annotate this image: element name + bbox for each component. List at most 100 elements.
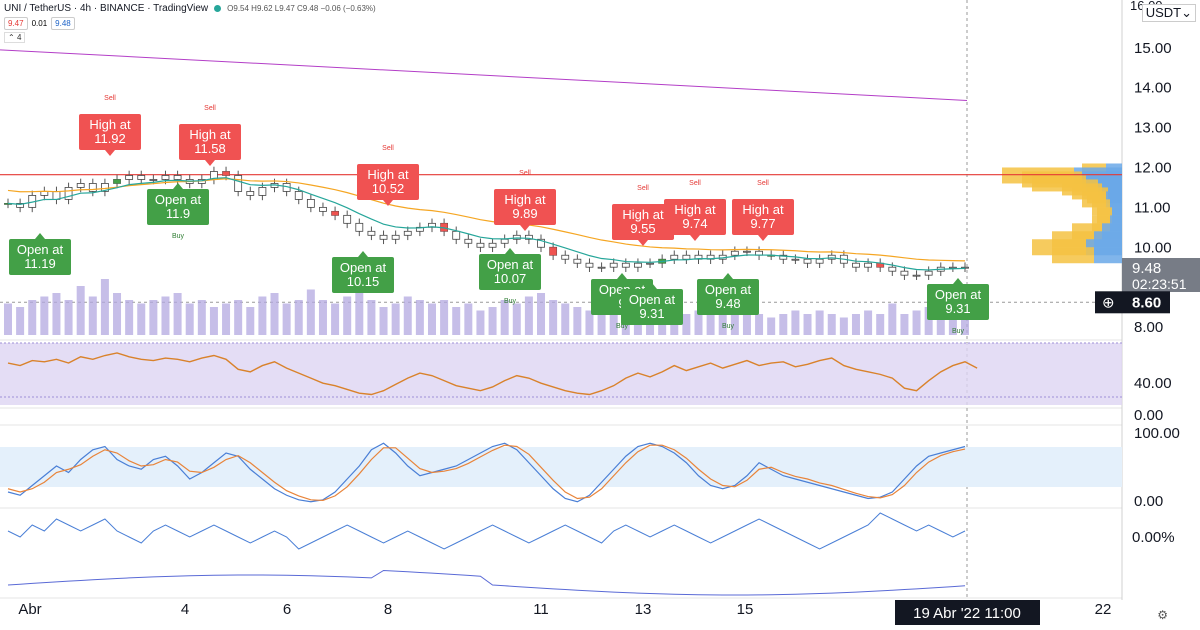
- volume-bar: [815, 310, 824, 335]
- price-tick-label: 8.00: [1134, 319, 1163, 336]
- stoch-band: [0, 447, 1122, 487]
- candle-body: [948, 266, 957, 269]
- candle-body: [803, 258, 812, 264]
- candle-body-highlight: [331, 211, 339, 216]
- candle-body: [306, 199, 315, 208]
- volume-bar: [803, 314, 812, 335]
- signal-pointer: [638, 240, 648, 246]
- volume-bar: [125, 300, 134, 335]
- volume-bar: [876, 314, 885, 335]
- signal-pointer: [105, 150, 115, 156]
- volume-bar: [403, 296, 412, 335]
- volume-bar: [234, 300, 243, 335]
- add-alert-icon: ⊕: [1102, 294, 1115, 311]
- volume-bar: [755, 314, 764, 335]
- candle-body: [464, 238, 473, 244]
- crosshair-price-box: [1095, 291, 1170, 314]
- candle-body: [488, 242, 497, 248]
- candle-body: [403, 230, 412, 236]
- volume-bar: [440, 300, 449, 335]
- candle-body: [294, 191, 303, 200]
- time-tick-label: 15: [737, 601, 754, 618]
- signal-pointer: [520, 225, 530, 231]
- volume-bar: [185, 303, 194, 335]
- signal-tag: Sell: [382, 145, 394, 152]
- currency-selector[interactable]: USDT⌄: [1141, 4, 1196, 22]
- volume-bar: [88, 296, 97, 335]
- volume-bar: [209, 307, 218, 335]
- candle-body: [161, 175, 170, 180]
- bid-button[interactable]: 9.47: [4, 17, 28, 30]
- ohlc-readout: O9.54 H9.62 L9.47 C9.48 −0.06 (−0.63%): [227, 4, 376, 13]
- volume-profile-bar: [1094, 247, 1122, 264]
- candle-body: [379, 234, 388, 240]
- volume-bar: [694, 310, 703, 335]
- candle-body-highlight: [767, 255, 775, 257]
- signal-label-text: 9.31: [639, 306, 664, 321]
- candle-body-highlight: [549, 247, 557, 256]
- signal-label-box: [697, 279, 759, 315]
- time-tick-label: 8: [384, 601, 392, 618]
- volume-bar: [561, 303, 570, 335]
- signal-pointer: [35, 233, 45, 239]
- candle-body: [670, 254, 679, 260]
- signal-label-text: 9.74: [682, 216, 707, 231]
- signal-tag: Buy: [722, 323, 735, 330]
- signal-label-text: 10.52: [372, 181, 405, 196]
- signal-label-box: [494, 189, 556, 225]
- volume-bar: [900, 314, 909, 335]
- signal-tag: Buy: [504, 298, 517, 305]
- signal-pointer: [505, 248, 515, 254]
- signal-label-text: 10.15: [347, 274, 380, 289]
- signal-pointer: [953, 278, 963, 284]
- signal-pointer: [723, 273, 733, 279]
- price-tick-label: 10.00: [1134, 239, 1172, 256]
- symbol-title[interactable]: UNI / TetherUS · 4h · BINANCE · TradingV…: [4, 3, 209, 14]
- volume-bar: [609, 310, 618, 335]
- settings-gear-icon[interactable]: ⚙: [1157, 608, 1168, 622]
- time-tick-label: 22: [1095, 601, 1112, 618]
- indicators-toggle[interactable]: ⌃ 4: [4, 32, 26, 43]
- signal-label-box: [79, 114, 141, 150]
- candle-body: [888, 266, 897, 272]
- signal-label-text: High at: [742, 202, 784, 217]
- candle-body: [609, 262, 618, 268]
- volume-bar: [40, 296, 49, 335]
- candle-countdown: 02:23:51: [1132, 276, 1187, 292]
- ask-button[interactable]: 9.48: [51, 17, 75, 30]
- volume-bar: [137, 303, 146, 335]
- volume-bar: [537, 293, 546, 335]
- volume-bar: [839, 317, 848, 335]
- candle-body: [52, 191, 61, 200]
- candle-body: [743, 250, 751, 253]
- candle-body: [343, 214, 352, 224]
- volume-bar: [100, 279, 109, 335]
- signal-tag: Sell: [519, 170, 531, 177]
- candle-body: [452, 230, 461, 240]
- candle-body: [512, 234, 521, 240]
- rsi-line: [7, 352, 978, 396]
- candle-body: [137, 175, 146, 180]
- spread-value: 0.01: [31, 19, 48, 28]
- signal-label-text: Open at: [705, 282, 752, 297]
- volume-profile-bar: [1052, 247, 1094, 264]
- volume-bar: [379, 307, 388, 335]
- volume-bar: [718, 310, 727, 335]
- candle-body: [500, 238, 509, 244]
- signal-label-text: High at: [367, 167, 409, 182]
- candle-body: [779, 254, 788, 260]
- volume-bar: [767, 317, 776, 335]
- volume-bar: [355, 286, 364, 335]
- volume-bar: [258, 296, 267, 335]
- candle-body: [149, 179, 158, 181]
- volume-bar: [64, 300, 73, 335]
- volume-bar: [28, 300, 37, 335]
- candle-body: [524, 234, 533, 240]
- current-price-label: 9.48: [1132, 260, 1161, 277]
- signal-label-box: [927, 284, 989, 320]
- signal-label-text: 9.31: [945, 301, 970, 316]
- volume-bar: [161, 296, 170, 335]
- signal-label-text: High at: [504, 192, 546, 207]
